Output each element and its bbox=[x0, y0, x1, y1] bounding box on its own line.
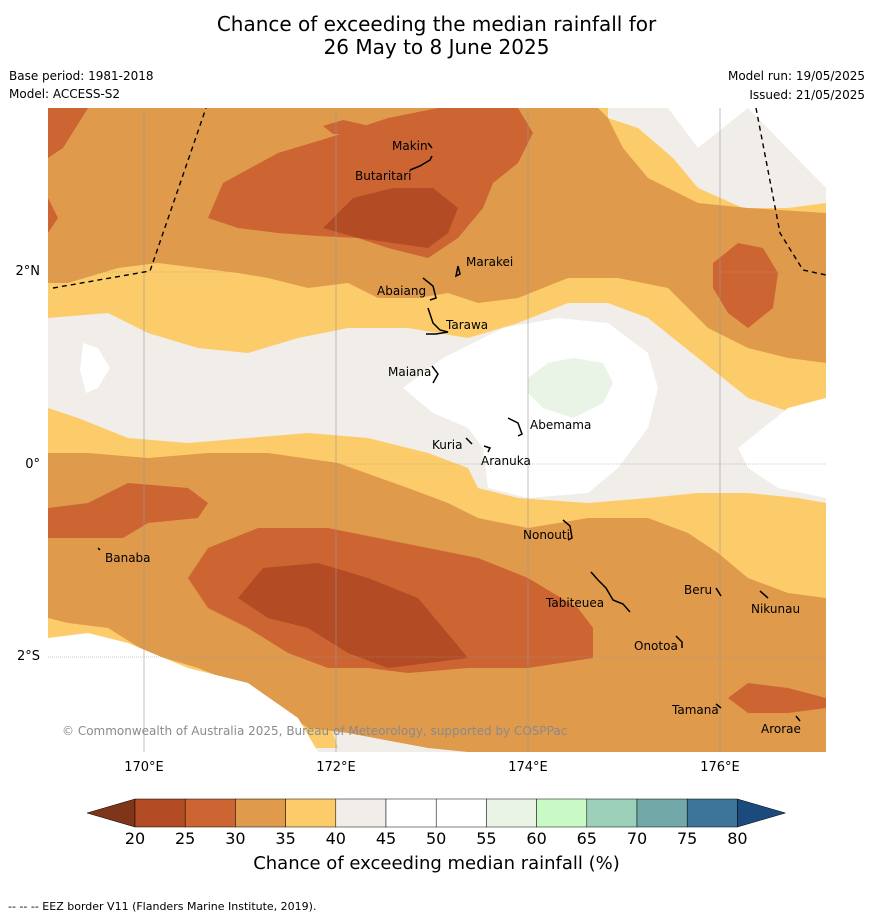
colorbar-tick-label: 80 bbox=[727, 829, 748, 848]
lat-label-0: 0° bbox=[25, 457, 40, 472]
onotoa-outline bbox=[675, 635, 683, 648]
issued-date: Issued: 21/05/2025 bbox=[749, 88, 865, 102]
base-period: Base period: 1981-2018 bbox=[9, 69, 154, 83]
tarawa-outline bbox=[426, 307, 449, 335]
island-label-abaiang: Abaiang bbox=[377, 284, 426, 298]
band-45-55-bottom-left bbox=[48, 633, 318, 752]
colorbar-tick-label: 75 bbox=[677, 829, 698, 848]
tabiteuea-outline bbox=[590, 571, 631, 613]
band-25-lower-right bbox=[728, 683, 826, 713]
maiana-outline bbox=[431, 365, 439, 384]
colorbar-tick-label: 40 bbox=[325, 829, 346, 848]
island-labels: Makin Butaritari Marakei Abaiang Tarawa … bbox=[105, 139, 801, 736]
colorbar-title: Chance of exceeding median rainfall (%) bbox=[253, 853, 620, 874]
band-45-55-top-right-blob bbox=[668, 108, 748, 148]
butaritari-outline bbox=[409, 155, 433, 171]
island-label-onotoa: Onotoa bbox=[634, 639, 678, 653]
lon-label-174e: 174°E bbox=[508, 760, 548, 775]
island-label-tarawa: Tarawa bbox=[445, 318, 488, 332]
band-35-mid-white-left bbox=[80, 343, 110, 393]
colorbar-tick-label: 70 bbox=[626, 829, 648, 848]
colorbar-segment bbox=[686, 798, 738, 828]
abaiang-outline bbox=[422, 277, 437, 301]
colorbar-segment bbox=[134, 798, 186, 828]
colorbar-segment bbox=[636, 798, 688, 828]
island-label-beru: Beru bbox=[684, 583, 712, 597]
colorbar-segment bbox=[486, 798, 537, 828]
aranuka-outline bbox=[483, 445, 492, 453]
colorbar-tick-label: 30 bbox=[225, 829, 246, 848]
band-25-small bbox=[323, 120, 370, 134]
colorbar-tick-label: 50 bbox=[426, 829, 447, 848]
lon-label-170e: 170°E bbox=[124, 760, 164, 775]
map-title-line1: Chance of exceeding the median rainfall … bbox=[216, 12, 657, 36]
island-label-kuria: Kuria bbox=[432, 438, 463, 452]
island-label-nikunau: Nikunau bbox=[751, 602, 800, 616]
eez-border bbox=[52, 108, 826, 289]
nonouti-outline bbox=[562, 519, 573, 541]
colorbar-tick-label: 55 bbox=[476, 829, 497, 848]
lat-label-2s: 2°S bbox=[16, 649, 40, 664]
colorbar-segment bbox=[335, 798, 387, 828]
makin-outline bbox=[427, 142, 433, 149]
nikunau-outline bbox=[759, 590, 769, 599]
band-20-lower bbox=[238, 563, 468, 668]
marakei-outline bbox=[454, 265, 461, 278]
island-label-nonouti: Nonouti bbox=[523, 528, 570, 542]
colorbar-tick-label: 35 bbox=[275, 829, 296, 848]
arorae-outline bbox=[795, 715, 801, 722]
gridlines bbox=[48, 108, 826, 752]
eez-legend: -- -- -- EEZ border V11 (Flanders Marine… bbox=[8, 900, 317, 913]
colorbar-tick-label: 65 bbox=[576, 829, 597, 848]
island-label-arorae: Arorae bbox=[761, 722, 801, 736]
colorbar-segment bbox=[235, 798, 286, 828]
colorbar-segment bbox=[184, 798, 236, 828]
kuria-outline bbox=[465, 437, 473, 445]
band-45-55-right bbox=[738, 398, 826, 498]
model-name: Model: ACCESS-S2 bbox=[9, 87, 121, 101]
island-label-maiana: Maiana bbox=[388, 365, 431, 379]
band-25-lower-left bbox=[48, 483, 208, 538]
band-25-left-mid bbox=[48, 198, 58, 233]
colorbar-segment bbox=[285, 798, 337, 828]
colorbar-under-arrow bbox=[86, 798, 136, 828]
tamana-outline bbox=[715, 703, 722, 709]
colorbar-tick-label: 25 bbox=[175, 829, 196, 848]
model-run: Model run: 19/05/2025 bbox=[727, 69, 865, 83]
island-label-butaritari: Butaritari bbox=[355, 169, 412, 183]
colorbar-over-arrow bbox=[737, 798, 787, 828]
colorbar-segment bbox=[385, 798, 437, 828]
lat-label-2n: 2°N bbox=[15, 264, 41, 279]
copyright-notice: © Commonwealth of Australia 2025, Bureau… bbox=[62, 724, 568, 738]
colorbar-segment bbox=[435, 798, 487, 828]
colorbar bbox=[86, 798, 787, 828]
island-label-banaba: Banaba bbox=[105, 551, 151, 565]
band-20-upper bbox=[323, 188, 458, 248]
island-label-abemama: Abemama bbox=[530, 418, 591, 432]
lon-label-172e: 172°E bbox=[316, 760, 356, 775]
island-label-tabiteuea: Tabiteuea bbox=[545, 596, 604, 610]
colorbar-tick-label: 45 bbox=[375, 829, 397, 848]
island-label-marakei: Marakei bbox=[466, 255, 513, 269]
colorbar-tick-label: 20 bbox=[124, 829, 146, 848]
colorbar-segment bbox=[586, 798, 638, 828]
rainfall-map: Makin Butaritari Marakei Abaiang Tarawa … bbox=[48, 108, 826, 752]
band-45-55-top-right bbox=[648, 108, 826, 188]
banaba-outline bbox=[97, 547, 101, 551]
map-title-line2: 26 May to 8 June 2025 bbox=[323, 35, 550, 59]
band-25-left-edge bbox=[48, 108, 88, 158]
band-25-right-blob bbox=[713, 243, 778, 328]
island-label-aranuka: Aranuka bbox=[481, 454, 531, 468]
abemama-outline bbox=[507, 417, 523, 437]
beru-outline bbox=[715, 587, 722, 597]
lon-label-176e: 176°E bbox=[700, 760, 740, 775]
island-outlines bbox=[97, 142, 801, 722]
island-label-tamana: Tamana bbox=[671, 703, 719, 717]
colorbar-tick-label: 60 bbox=[526, 829, 547, 848]
colorbar-segment bbox=[536, 798, 588, 828]
band-55-60-center bbox=[528, 358, 613, 418]
island-label-makin: Makin bbox=[392, 139, 428, 153]
